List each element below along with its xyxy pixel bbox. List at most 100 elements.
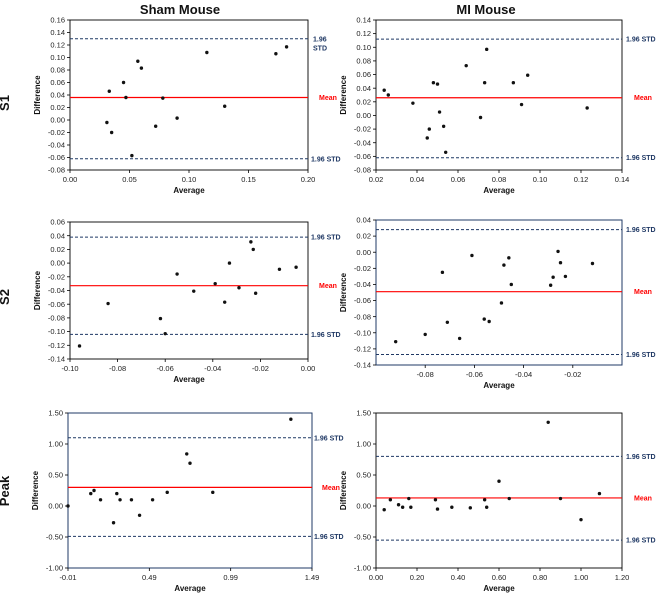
- data-point: [511, 81, 516, 85]
- y-tick-label: 0.10: [356, 43, 371, 52]
- y-tick-label: -0.04: [48, 141, 65, 150]
- y-tick-label: 0.06: [356, 70, 371, 79]
- row-label-s1: S1: [0, 95, 12, 111]
- plot-frame: [69, 221, 309, 360]
- y-tick-label: 0.08: [50, 66, 65, 75]
- y-tick-label: 0.50: [48, 471, 63, 480]
- x-axis-label: Average: [173, 375, 205, 384]
- y-tick-label: -1.00: [46, 564, 63, 573]
- data-point: [507, 256, 511, 260]
- data-point: [111, 521, 116, 525]
- data-point: [251, 247, 255, 252]
- data-point: [431, 81, 436, 85]
- lower-limit-label: 1.96 STD: [314, 534, 344, 541]
- y-tick-label: 1.00: [48, 440, 63, 449]
- y-tick-label: 0.16: [50, 16, 65, 25]
- x-tick-label: 0.08: [492, 175, 507, 184]
- x-tick-label: 0.14: [615, 175, 630, 184]
- data-point: [487, 319, 491, 324]
- data-point: [121, 80, 126, 85]
- upper-limit-label: 1.96 STD: [626, 227, 656, 234]
- data-point: [526, 73, 530, 77]
- data-point: [98, 498, 103, 502]
- x-tick-label: 0.00: [369, 573, 384, 582]
- y-tick-label: -0.04: [48, 286, 65, 295]
- data-point: [423, 332, 427, 337]
- x-tick-label: 0.60: [492, 573, 507, 582]
- lower-limit-label: 1.96 STD: [311, 156, 341, 163]
- y-tick-label: -0.02: [354, 264, 371, 273]
- data-point: [227, 261, 232, 265]
- chart-s2-mi: -0.14 -0.12 -0.10 -0.08 -0.06 -0.04 -0.02 0.00 0…: [339, 216, 656, 390]
- data-point: [407, 496, 411, 501]
- data-point: [382, 88, 386, 92]
- y-tick-label: 0.14: [50, 28, 65, 37]
- y-tick-label: -0.12: [48, 341, 65, 350]
- data-point: [468, 506, 472, 510]
- data-point: [450, 505, 454, 509]
- data-point: [400, 505, 405, 509]
- y-tick-label: -0.08: [354, 166, 371, 175]
- y-tick-label: -0.04: [354, 280, 371, 289]
- lower-limit-label: 1.96 STD: [626, 352, 656, 359]
- data-point: [124, 95, 128, 100]
- x-tick-label: 0.02: [369, 175, 384, 184]
- data-point: [457, 336, 462, 341]
- data-point: [249, 240, 253, 244]
- data-point: [175, 116, 179, 120]
- data-point: [563, 274, 568, 279]
- y-tick-label: -0.10: [354, 328, 371, 337]
- x-axis-label: Average: [483, 584, 515, 593]
- data-point: [409, 505, 413, 509]
- y-tick-label: 0.02: [50, 103, 65, 112]
- y-tick-label: 0.02: [356, 97, 371, 106]
- data-point: [66, 504, 70, 508]
- data-point: [464, 63, 468, 68]
- data-point: [89, 491, 93, 496]
- x-tick-label: 0.06: [451, 175, 466, 184]
- data-point: [192, 289, 196, 293]
- plot-frame: [67, 412, 313, 569]
- data-point: [205, 50, 209, 55]
- chart-s1-mi: -0.08 -0.06 -0.04 -0.02 0.00 0.02 0.04 0.06 0.08…: [339, 16, 656, 195]
- chart-s2-sham: -0.14 -0.12 -0.10 -0.08 -0.06 -0.04 -0.02 0.00 0…: [33, 218, 341, 384]
- plot-frame: [69, 19, 309, 171]
- plot-frame: [375, 19, 623, 171]
- upper-limit-label: 1.96 STD: [314, 435, 344, 442]
- y-tick-label: -0.06: [354, 152, 371, 161]
- data-point: [213, 281, 217, 286]
- data-point: [435, 82, 440, 86]
- data-point: [153, 124, 158, 128]
- data-point: [118, 498, 122, 502]
- data-point: [502, 263, 506, 267]
- mean-label: Mean: [634, 95, 652, 102]
- data-point: [499, 301, 504, 305]
- data-point: [158, 316, 163, 321]
- data-point: [411, 101, 415, 105]
- y-axis-label: Difference: [31, 470, 40, 510]
- data-point: [77, 344, 82, 348]
- data-point: [485, 505, 489, 509]
- x-tick-label: 0.05: [122, 175, 137, 184]
- data-point: [393, 339, 398, 344]
- data-point: [425, 136, 429, 140]
- x-tick-label: -0.02: [564, 370, 581, 379]
- y-tick-label: -0.06: [48, 300, 65, 309]
- data-point: [107, 89, 111, 93]
- data-point: [396, 503, 401, 507]
- data-point: [597, 491, 602, 496]
- y-tick-label: 1.50: [48, 409, 63, 418]
- x-tick-label: -0.10: [61, 364, 78, 373]
- data-point: [139, 66, 144, 70]
- x-tick-label: 0.00: [63, 175, 78, 184]
- x-tick-label: 0.40: [451, 573, 466, 582]
- y-tick-label: 0.08: [356, 57, 371, 66]
- lower-limit-label: 1.96 STD: [626, 155, 656, 162]
- data-point: [284, 45, 289, 49]
- data-point: [579, 517, 583, 522]
- y-tick-label: 1.00: [356, 440, 371, 449]
- row-label-peak: Peak: [0, 475, 12, 506]
- y-tick-label: -0.14: [354, 361, 371, 370]
- x-tick-label: 0.12: [574, 175, 589, 184]
